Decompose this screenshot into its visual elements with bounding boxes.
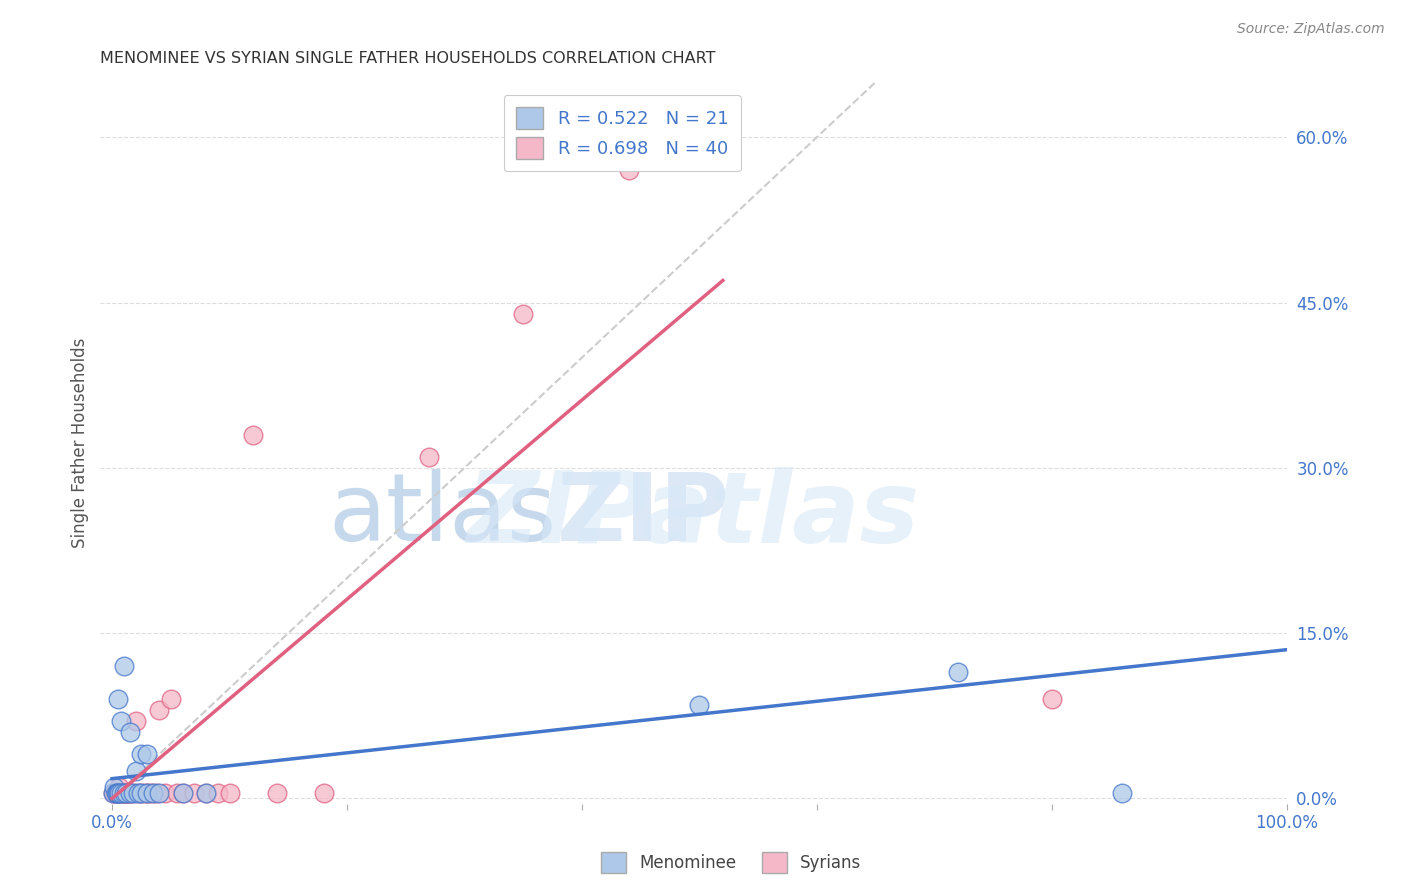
Text: MENOMINEE VS SYRIAN SINGLE FATHER HOUSEHOLDS CORRELATION CHART: MENOMINEE VS SYRIAN SINGLE FATHER HOUSEH… bbox=[100, 51, 716, 66]
Point bbox=[418, 450, 440, 464]
Point bbox=[131, 786, 153, 800]
Point bbox=[103, 786, 125, 800]
Point bbox=[242, 427, 264, 442]
Text: ZIP: ZIP bbox=[557, 469, 730, 561]
Point bbox=[266, 786, 288, 800]
Point bbox=[103, 786, 125, 800]
Point bbox=[131, 786, 153, 800]
Point bbox=[946, 665, 969, 679]
Point bbox=[115, 786, 138, 800]
Point bbox=[114, 786, 136, 800]
Point bbox=[117, 786, 139, 800]
Point bbox=[136, 747, 159, 762]
Point bbox=[617, 163, 640, 178]
Point bbox=[110, 786, 132, 800]
Point bbox=[195, 786, 218, 800]
Point bbox=[104, 786, 127, 800]
Point bbox=[138, 786, 160, 800]
Point bbox=[118, 786, 141, 800]
Point bbox=[136, 786, 159, 800]
Point bbox=[142, 786, 165, 800]
Point bbox=[142, 786, 165, 800]
Point bbox=[166, 786, 188, 800]
Point bbox=[105, 786, 128, 800]
Point bbox=[159, 692, 181, 706]
Point bbox=[122, 786, 145, 800]
Point bbox=[124, 714, 146, 729]
Point bbox=[148, 703, 170, 717]
Point bbox=[110, 786, 132, 800]
Point bbox=[118, 786, 141, 800]
Point bbox=[112, 659, 135, 673]
Point bbox=[124, 764, 146, 778]
Point bbox=[148, 786, 170, 800]
Point bbox=[312, 786, 335, 800]
Legend: R = 0.522   N = 21, R = 0.698   N = 40: R = 0.522 N = 21, R = 0.698 N = 40 bbox=[503, 95, 741, 171]
Point bbox=[104, 786, 127, 800]
Text: atlas: atlas bbox=[329, 469, 557, 561]
Point bbox=[1040, 692, 1063, 706]
Point bbox=[172, 786, 194, 800]
Point bbox=[136, 786, 159, 800]
Point bbox=[153, 786, 176, 800]
Point bbox=[127, 786, 149, 800]
Text: ZIPatlas: ZIPatlas bbox=[467, 467, 920, 564]
Y-axis label: Single Father Households: Single Father Households bbox=[72, 338, 89, 549]
Point bbox=[108, 786, 131, 800]
Point bbox=[117, 786, 139, 800]
Point bbox=[115, 786, 138, 800]
Point bbox=[107, 692, 129, 706]
Point bbox=[107, 786, 129, 800]
Point bbox=[110, 714, 132, 729]
Point bbox=[183, 786, 205, 800]
Point bbox=[512, 307, 534, 321]
Point bbox=[103, 786, 125, 800]
Text: Source: ZipAtlas.com: Source: ZipAtlas.com bbox=[1237, 22, 1385, 37]
Point bbox=[131, 747, 153, 762]
Point bbox=[108, 780, 131, 795]
Point bbox=[111, 786, 134, 800]
Point bbox=[218, 786, 240, 800]
Point bbox=[207, 786, 229, 800]
Point bbox=[195, 786, 218, 800]
Point bbox=[172, 786, 194, 800]
Point bbox=[112, 786, 135, 800]
Point bbox=[105, 786, 128, 800]
Point bbox=[107, 786, 129, 800]
Point bbox=[110, 786, 132, 800]
Point bbox=[1111, 786, 1133, 800]
Point bbox=[145, 786, 167, 800]
Point bbox=[112, 786, 135, 800]
Point bbox=[122, 786, 145, 800]
Point bbox=[688, 698, 710, 712]
Point bbox=[127, 786, 149, 800]
Point bbox=[118, 725, 141, 739]
Legend: Menominee, Syrians: Menominee, Syrians bbox=[595, 846, 868, 880]
Point bbox=[103, 780, 125, 795]
Point bbox=[134, 786, 156, 800]
